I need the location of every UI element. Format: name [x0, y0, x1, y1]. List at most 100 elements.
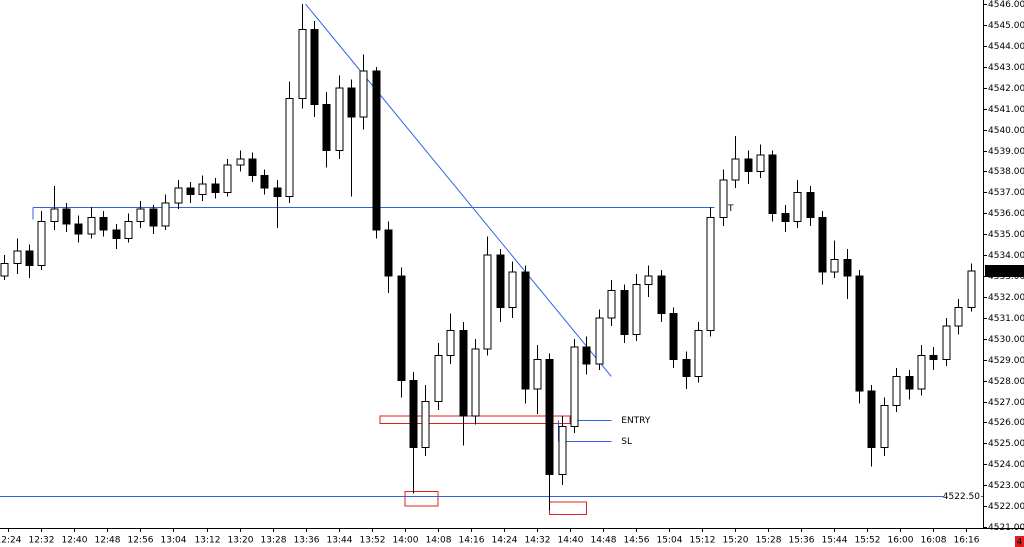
- candle-body: [880, 405, 889, 449]
- y-tick-label: 4545.00: [988, 21, 1024, 31]
- candle-body: [397, 275, 406, 382]
- y-tick-label: 4524.00: [988, 460, 1024, 470]
- candle-body: [756, 154, 765, 172]
- y-tick-label: 4533.00: [988, 272, 1024, 282]
- support-label-box: [943, 490, 981, 502]
- x-tick-label: 12:32: [29, 536, 55, 546]
- support-label: 4522.50: [943, 492, 980, 502]
- y-tick-label: 4540.00: [988, 126, 1024, 136]
- candle-body: [223, 164, 232, 193]
- candle-body: [508, 271, 517, 308]
- candle-body: [669, 313, 678, 361]
- candle-body: [843, 258, 852, 277]
- x-tick-label: 13:36: [294, 536, 320, 546]
- candle-body: [607, 290, 616, 319]
- x-tick-label: 13:04: [161, 536, 187, 546]
- candle-body: [50, 208, 59, 223]
- y-tick-label: 4537.00: [988, 188, 1024, 198]
- x-tick-label: 13:28: [261, 536, 287, 546]
- candle-body: [582, 346, 591, 365]
- y-tick-label: 4543.00: [988, 63, 1024, 73]
- candle-body: [384, 229, 393, 277]
- y-tick-label: 4521.00: [988, 523, 1024, 533]
- candle-body: [818, 216, 827, 273]
- candle-body: [211, 183, 220, 193]
- candle-body: [954, 306, 963, 327]
- entry-label: ENTRY: [621, 416, 651, 426]
- last-price-label: 4533.25: [988, 266, 1024, 276]
- y-tick-label: 4536.00: [988, 209, 1024, 219]
- candle-body: [867, 390, 876, 449]
- y-tick-label: 4539.00: [988, 147, 1024, 157]
- candle-body: [13, 250, 22, 264]
- y-tick-label: 4542.00: [988, 84, 1024, 94]
- candle-body: [942, 325, 951, 361]
- x-tick-label: 15:44: [822, 536, 848, 546]
- candle-body: [285, 97, 294, 198]
- y-tick-label: 4523.00: [988, 481, 1024, 491]
- low-box: [404, 490, 439, 507]
- candle-body: [917, 355, 926, 390]
- candle-body: [855, 275, 864, 392]
- last-price-box: [985, 264, 1024, 277]
- candle-body: [149, 208, 158, 227]
- trend-line: [305, 3, 612, 377]
- candle-body: [496, 254, 505, 308]
- corner-badge-box: [1015, 536, 1024, 547]
- candle-body: [719, 179, 728, 218]
- candle-body: [347, 87, 356, 118]
- x-tick-label: 14:32: [525, 536, 551, 546]
- candle-body: [892, 375, 901, 407]
- candle-body: [620, 290, 629, 336]
- y-tick-label: 4534.00: [988, 251, 1024, 261]
- y-tick-label: 4538.00: [988, 167, 1024, 177]
- x-tick-label: 15:12: [690, 536, 716, 546]
- candle-body: [830, 258, 839, 273]
- y-tick-label: 4526.00: [988, 418, 1024, 428]
- candle-body: [174, 187, 183, 204]
- x-tick-label: 16:00: [888, 536, 914, 546]
- candle-body: [37, 221, 46, 267]
- candle-body: [87, 216, 96, 235]
- candle-body: [434, 355, 443, 403]
- corner-badge: 4: [1017, 538, 1023, 547]
- candle-body: [706, 216, 715, 331]
- y-tick-label: 4529.00: [988, 356, 1024, 366]
- y-tick-label: 4522.00: [988, 502, 1024, 512]
- y-tick-label: 4531.00: [988, 314, 1024, 324]
- candle-body: [905, 375, 914, 390]
- y-tick-label: 4544.00: [988, 42, 1024, 52]
- x-tick-label: 12:48: [95, 536, 121, 546]
- y-tick-label: 4530.00: [988, 335, 1024, 345]
- x-tick-label: 12:24: [0, 536, 22, 546]
- x-tick-label: 12:40: [62, 536, 88, 546]
- candle-body: [545, 359, 554, 476]
- y-tick-label: 4532.00: [988, 293, 1024, 303]
- y-tick-label: 4528.00: [988, 377, 1024, 387]
- candle-body: [570, 346, 579, 428]
- candle-body: [644, 275, 653, 285]
- candle-body: [260, 175, 269, 189]
- y-tick-label: 4527.00: [988, 398, 1024, 408]
- candle-body: [359, 70, 368, 118]
- candle-body: [768, 154, 777, 214]
- x-tick-label: 14:48: [591, 536, 617, 546]
- candle-body: [632, 283, 641, 336]
- candle-body: [682, 359, 691, 377]
- y-tick-label: 4546.00: [988, 0, 1024, 10]
- candle-body: [248, 158, 257, 177]
- x-tick-label: 13:44: [327, 536, 353, 546]
- x-tick-label: 14:16: [459, 536, 485, 546]
- candle-body: [471, 348, 480, 417]
- x-tick-label: 13:12: [195, 536, 221, 546]
- candle-body: [322, 104, 331, 152]
- y-tick-label: 4525.00: [988, 439, 1024, 449]
- x-tick-label: 13:52: [360, 536, 386, 546]
- candle-body: [744, 158, 753, 172]
- candle-body: [521, 271, 530, 390]
- candle-body: [595, 317, 604, 365]
- candle-body: [409, 380, 418, 449]
- candle-body: [533, 359, 542, 390]
- x-tick-label: 14:40: [558, 536, 584, 546]
- x-tick-label: 16:16: [954, 536, 980, 546]
